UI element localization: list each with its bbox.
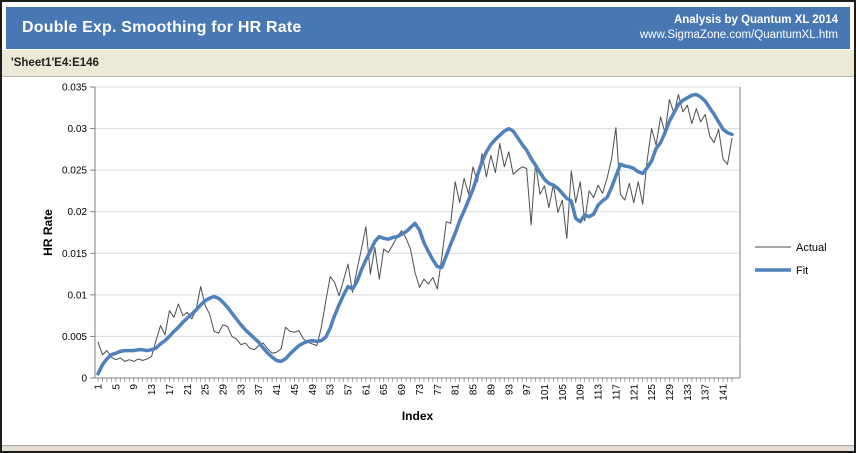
x-tick-label: 109: [576, 384, 587, 401]
x-tick-label: 37: [254, 384, 265, 396]
legend-label: Fit: [796, 265, 808, 277]
hr-rate-chart[interactable]: 0 0.005 0.01 0.015 0.02 0.025 0.03 0.035 1 5 9 13 17…: [2, 77, 854, 448]
x-tick-label: 41: [272, 384, 283, 396]
x-tick-label: 85: [469, 384, 480, 396]
x-tick-label: 117: [611, 384, 622, 400]
report-title: Double Exp. Smoothing for HR Rate: [22, 19, 302, 36]
y-tick-label: 0.02: [68, 207, 88, 218]
x-tick-label: 9: [129, 384, 140, 390]
x-tick-label: 113: [594, 384, 605, 400]
window-bottom-strip: [2, 445, 854, 451]
x-tick-label: 13: [147, 384, 158, 396]
x-tick-label: 25: [201, 384, 212, 396]
x-tick-label: 69: [397, 384, 408, 396]
x-tick-label: 73: [415, 384, 426, 396]
x-tick-label: 65: [379, 384, 390, 396]
x-tick-label: 137: [701, 384, 712, 401]
y-tick-label: 0.01: [68, 290, 88, 301]
x-tick-label: 49: [308, 384, 319, 396]
x-tick-label: 45: [290, 384, 301, 396]
x-tick-label: 57: [344, 384, 355, 396]
x-tick-label: 133: [683, 384, 694, 401]
series-fit-line: [96, 92, 734, 376]
x-tick-label: 81: [451, 384, 462, 396]
x-tick-label: 97: [522, 384, 533, 396]
x-tick-label: 89: [486, 384, 497, 396]
x-tick-label: 33: [236, 384, 247, 396]
x-tick-label: 21: [183, 384, 194, 396]
website-link[interactable]: www.SigmaZone.com/QuantumXL.htm: [639, 29, 838, 41]
x-tick-label: 1: [94, 384, 105, 390]
x-tick-label: 121: [629, 384, 640, 401]
y-tick-label: 0.03: [68, 124, 88, 135]
header-bar: Double Exp. Smoothing for HR Rate Analys…: [6, 7, 850, 49]
x-tick-label: 105: [558, 384, 569, 401]
legend-label: Actual: [796, 242, 827, 254]
x-tick-label: 141: [719, 384, 730, 401]
sheet-ref-bar: 'Sheet1'E4:E146: [2, 49, 854, 77]
header-credit-block: Analysis by Quantum XL 2014 www.SigmaZon…: [640, 13, 838, 43]
y-axis-title: HR Rate: [41, 209, 55, 256]
series-actual-line: [97, 94, 733, 362]
y-tick-label: 0: [81, 374, 87, 385]
x-tick-label: 101: [540, 384, 551, 401]
credit-text: Analysis by Quantum XL 2014: [673, 14, 838, 26]
x-tick-label: 61: [361, 384, 372, 396]
y-tick-label: 0.005: [62, 332, 87, 343]
x-tick-label: 53: [326, 384, 337, 396]
x-axis-title: Index: [402, 409, 434, 423]
x-tick-label: 125: [647, 384, 658, 401]
legend-item-fit[interactable]: Fit: [755, 265, 808, 277]
x-tick-label: 93: [504, 384, 515, 396]
x-tick-label: 17: [165, 384, 176, 396]
y-tick-label: 0.015: [62, 249, 87, 260]
y-tick-label: 0.035: [62, 83, 87, 94]
x-tick-label: 29: [219, 384, 230, 396]
x-tick-label: 77: [433, 384, 444, 396]
x-tick-label: 5: [111, 384, 122, 390]
chart-area[interactable]: 0 0.005 0.01 0.015 0.02 0.025 0.03 0.035 1 5 9 13 17…: [2, 77, 854, 448]
legend-item-actual[interactable]: Actual: [755, 242, 827, 254]
x-tick-label: 129: [665, 384, 676, 401]
sheet-ref-label: 'Sheet1'E4:E146: [11, 57, 99, 69]
y-tick-label: 0.025: [62, 166, 87, 177]
